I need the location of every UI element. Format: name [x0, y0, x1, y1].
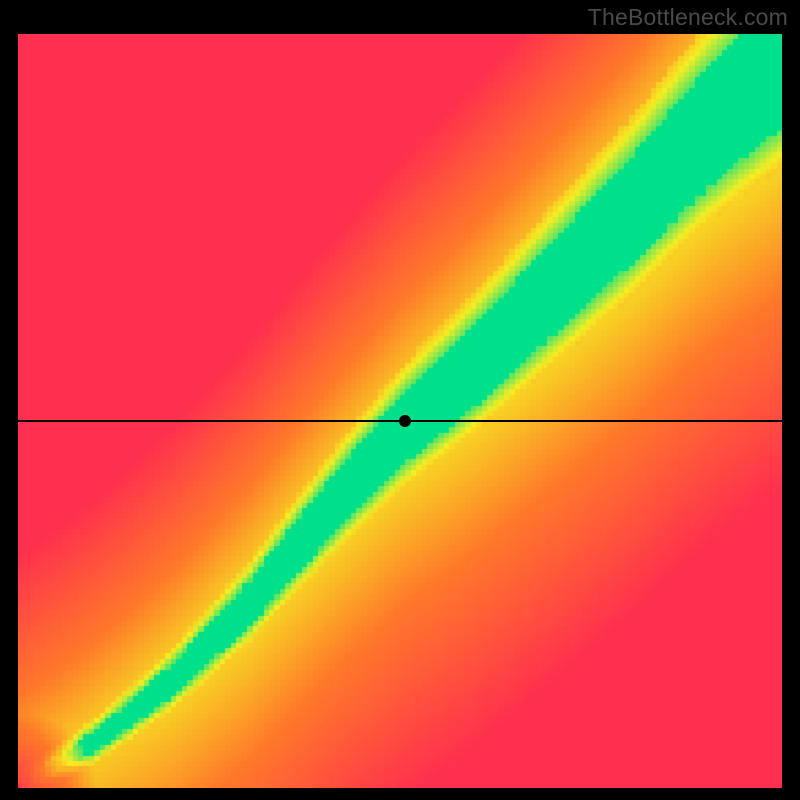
heatmap-canvas — [18, 34, 782, 788]
watermark-text: TheBottleneck.com — [588, 4, 788, 31]
crosshair-vertical — [404, 788, 406, 800]
heatmap-plot — [18, 34, 782, 788]
